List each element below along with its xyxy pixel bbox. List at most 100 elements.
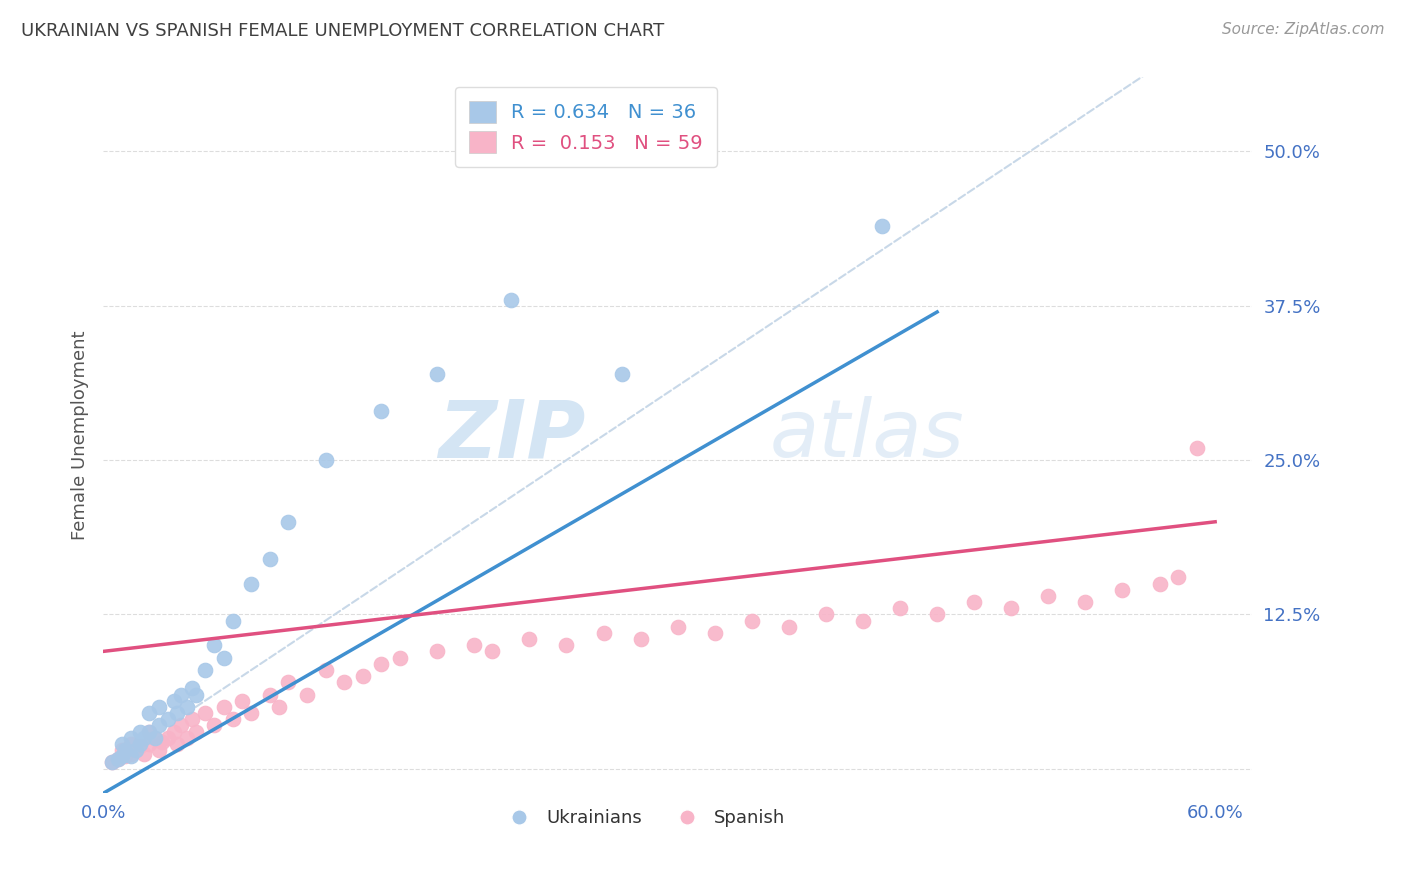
Point <box>194 663 217 677</box>
Point <box>259 688 281 702</box>
Point <box>111 743 134 757</box>
Point <box>202 638 225 652</box>
Text: atlas: atlas <box>769 396 965 475</box>
Point <box>222 712 245 726</box>
Point <box>156 731 179 745</box>
Point <box>125 743 148 757</box>
Point <box>1111 582 1133 597</box>
Point <box>277 675 299 690</box>
Point <box>148 718 170 732</box>
Point <box>184 724 207 739</box>
Text: Source: ZipAtlas.com: Source: ZipAtlas.com <box>1222 22 1385 37</box>
Point <box>148 700 170 714</box>
Point <box>1074 595 1097 609</box>
Point <box>156 712 179 726</box>
Point <box>101 756 124 770</box>
Point <box>1038 589 1060 603</box>
Point <box>519 632 541 646</box>
Point <box>222 614 245 628</box>
Point <box>295 688 318 702</box>
Point <box>499 293 522 307</box>
Point <box>170 688 193 702</box>
Point <box>132 731 155 745</box>
Point <box>138 724 160 739</box>
Point <box>1000 601 1022 615</box>
Point <box>927 607 949 622</box>
Point <box>184 688 207 702</box>
Point <box>963 595 986 609</box>
Point <box>870 219 893 233</box>
Text: UKRAINIAN VS SPANISH FEMALE UNEMPLOYMENT CORRELATION CHART: UKRAINIAN VS SPANISH FEMALE UNEMPLOYMENT… <box>21 22 665 40</box>
Point <box>120 747 142 761</box>
Point <box>240 576 263 591</box>
Point <box>132 747 155 761</box>
Point <box>352 669 374 683</box>
Point <box>277 515 299 529</box>
Point <box>148 743 170 757</box>
Point <box>333 675 356 690</box>
Point <box>463 638 485 652</box>
Point <box>143 731 166 745</box>
Point <box>138 706 160 720</box>
Point <box>269 700 291 714</box>
Point <box>610 367 633 381</box>
Point <box>176 700 198 714</box>
Point <box>212 700 235 714</box>
Point <box>111 737 134 751</box>
Point <box>120 731 142 745</box>
Point <box>426 367 449 381</box>
Point <box>370 403 392 417</box>
Y-axis label: Female Unemployment: Female Unemployment <box>72 331 89 541</box>
Point <box>101 756 124 770</box>
Point <box>889 601 911 615</box>
Point <box>170 718 193 732</box>
Point <box>1185 441 1208 455</box>
Point <box>212 650 235 665</box>
Point <box>231 694 253 708</box>
Point <box>176 731 198 745</box>
Point <box>152 734 174 748</box>
Point <box>202 718 225 732</box>
Point <box>138 724 160 739</box>
Point <box>111 749 134 764</box>
Point <box>388 650 411 665</box>
Point <box>315 453 337 467</box>
Point <box>741 614 763 628</box>
Point <box>481 644 503 658</box>
Point <box>426 644 449 658</box>
Point <box>666 620 689 634</box>
Point <box>162 694 184 708</box>
Point <box>125 743 148 757</box>
Point <box>240 706 263 720</box>
Point <box>107 752 129 766</box>
Point <box>259 551 281 566</box>
Point <box>181 681 204 696</box>
Point <box>630 632 652 646</box>
Point <box>814 607 837 622</box>
Point <box>592 626 614 640</box>
Point <box>370 657 392 671</box>
Point <box>114 743 136 757</box>
Point <box>703 626 725 640</box>
Point <box>181 712 204 726</box>
Point <box>1167 570 1189 584</box>
Point <box>129 739 152 754</box>
Point <box>129 724 152 739</box>
Point <box>138 737 160 751</box>
Point <box>120 737 142 751</box>
Point <box>852 614 875 628</box>
Point <box>162 724 184 739</box>
Point <box>166 706 188 720</box>
Point <box>129 737 152 751</box>
Legend: Ukrainians, Spanish: Ukrainians, Spanish <box>494 802 793 834</box>
Point <box>114 749 136 764</box>
Point <box>143 731 166 745</box>
Point <box>778 620 800 634</box>
Text: ZIP: ZIP <box>439 396 586 475</box>
Point <box>1149 576 1171 591</box>
Point <box>194 706 217 720</box>
Point <box>166 737 188 751</box>
Point <box>555 638 578 652</box>
Point <box>107 752 129 766</box>
Point <box>315 663 337 677</box>
